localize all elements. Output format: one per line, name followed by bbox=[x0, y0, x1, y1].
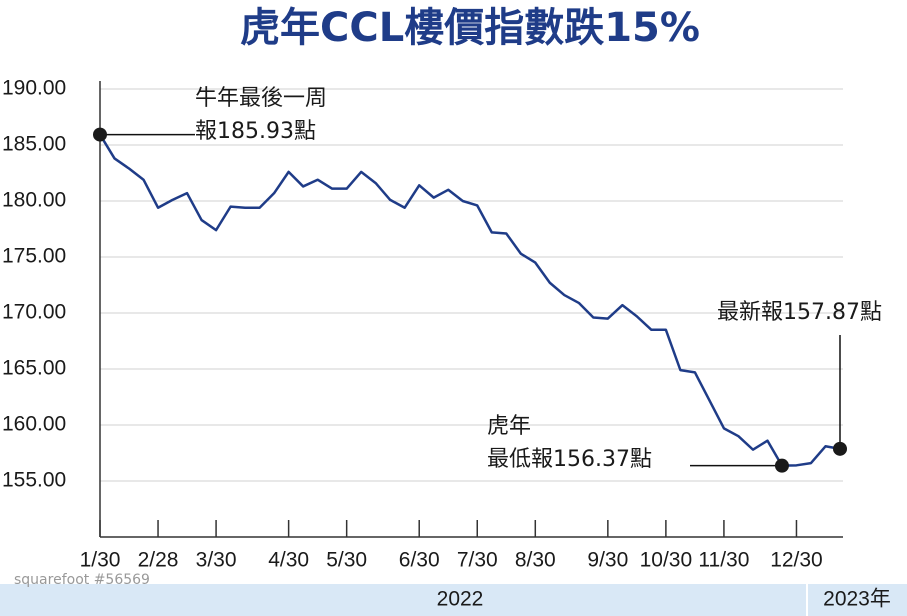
period-label: 2022 bbox=[437, 588, 484, 611]
x-tick-label: 10/30 bbox=[640, 549, 693, 572]
data-line bbox=[98, 133, 841, 467]
annotation: 報185.93點 bbox=[195, 119, 316, 144]
marker bbox=[93, 127, 107, 142]
y-tick-label: 185.00 bbox=[2, 133, 66, 156]
y-tick-label: 165.00 bbox=[2, 357, 66, 380]
x-tick-label: 9/30 bbox=[587, 549, 628, 572]
period-band bbox=[0, 584, 806, 616]
watermark: squarefoot #56569 bbox=[14, 572, 150, 588]
y-tick-label: 180.00 bbox=[2, 189, 66, 212]
x-tick-label: 7/30 bbox=[457, 549, 498, 572]
annotation: 虎年 bbox=[487, 414, 531, 439]
chart-title: 虎年CCL樓價指數跌15% bbox=[240, 5, 700, 51]
x-tick-label: 6/30 bbox=[399, 549, 440, 572]
y-tick-label: 160.00 bbox=[2, 413, 66, 436]
period-band bbox=[808, 584, 907, 616]
x-tick-label: 3/30 bbox=[196, 549, 237, 572]
marker bbox=[774, 458, 789, 473]
x-tick-label: 11/30 bbox=[698, 549, 749, 572]
x-tick-label: 1/30 bbox=[80, 549, 121, 572]
x-tick-label: 4/30 bbox=[268, 549, 309, 572]
x-tick-label: 5/30 bbox=[326, 549, 367, 572]
annotation: 最低報156.37點 bbox=[487, 447, 652, 472]
marker bbox=[833, 441, 847, 456]
x-tick-label: 8/30 bbox=[515, 549, 556, 572]
y-tick-label: 175.00 bbox=[2, 245, 66, 268]
x-tick-label: 12/30 bbox=[770, 549, 823, 572]
y-tick-label: 155.00 bbox=[2, 469, 66, 492]
annotation: 最新報157.87點 bbox=[717, 300, 882, 325]
x-tick-label: 2/28 bbox=[138, 549, 179, 572]
period-label: 2023年 bbox=[823, 588, 891, 611]
y-tick-label: 190.00 bbox=[2, 77, 66, 100]
annotation: 牛年最後一周 bbox=[195, 86, 327, 111]
y-tick-label: 170.00 bbox=[2, 301, 66, 324]
